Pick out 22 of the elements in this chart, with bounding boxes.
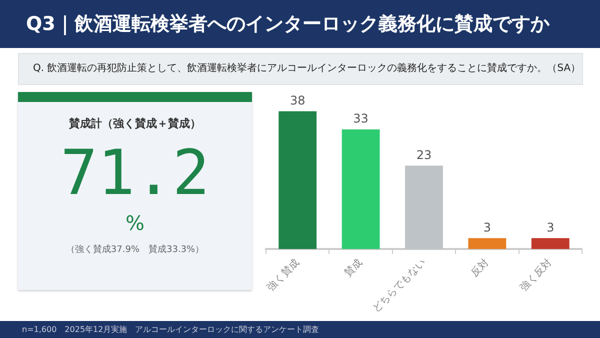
x-tick-label: 強く反対	[518, 256, 554, 294]
bar	[342, 129, 380, 250]
x-tick-label: 強く賛成	[264, 256, 302, 294]
data-label: 23	[416, 148, 432, 162]
data-label: 3	[546, 220, 554, 234]
x-tick-label: どちらでもない	[370, 257, 428, 315]
bar	[405, 166, 443, 250]
bar	[278, 111, 317, 250]
text: 賛成計（強く賛成＋賛成）	[68, 116, 202, 131]
text: %	[124, 211, 146, 235]
data-label: 33	[353, 112, 368, 126]
text: 71.2	[59, 136, 211, 209]
data-label: 38	[290, 93, 306, 108]
text: Q. 飲酒運転の再犯防止策として、飲酒運転検挙者にアルコールインターロックの義務化をすることに賛成ですか。（SA）	[18, 53, 583, 85]
bar	[468, 238, 506, 250]
x-tick-label: 賛成	[342, 256, 365, 280]
text: n=1,600 2025年12月実施 アルコールインターロックに関するアンケート調査	[0, 321, 600, 338]
bar	[531, 238, 570, 250]
text: （強く賛成37.9% 賛成33.3%）	[64, 244, 206, 256]
text: Q3｜飲酒運転検挙者へのインターロック義務化に賛成ですか	[0, 0, 600, 48]
x-tick-label: 反対	[468, 256, 492, 280]
data-label: 3	[483, 220, 492, 234]
